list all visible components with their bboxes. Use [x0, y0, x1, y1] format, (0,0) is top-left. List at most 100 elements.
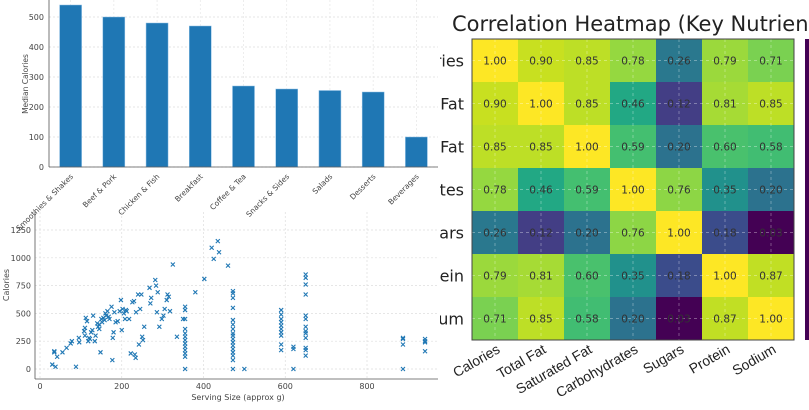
x-tick-label: Snacks & Sides — [244, 172, 291, 219]
y-axis-label: Median Calories — [21, 54, 30, 114]
scatter-point — [230, 357, 236, 363]
scatter-point — [278, 347, 284, 353]
heatmap-value: 0.79 — [483, 271, 506, 283]
x-axis-label: Serving Size (approx g) — [191, 393, 284, 402]
scatter-point — [154, 309, 160, 315]
scatter-chart: 0 250 500 750 1000 1250 0 200 400 600 800 Serving S… — [2, 212, 438, 402]
y-tick-label: Total Fat — [440, 95, 464, 114]
heatmap-cell — [518, 168, 565, 212]
scatter-point — [133, 309, 139, 315]
heatmap-value: 0.35 — [621, 271, 644, 283]
x-tick-label: 0 — [37, 382, 42, 391]
scatter-point — [82, 333, 88, 339]
x-tick-label: Salads — [311, 172, 335, 196]
scatter-point — [126, 316, 132, 322]
scatter-point — [170, 262, 176, 267]
scatter-point — [303, 282, 309, 287]
heatmap-cell — [610, 168, 657, 212]
x-tick-label: Protein — [686, 341, 732, 377]
scatter-point — [303, 316, 309, 322]
heatmap-cell — [656, 211, 703, 255]
x-tick-label: Calories — [450, 341, 502, 381]
y-tick-label: 1000 — [11, 254, 31, 263]
heatmap-value: 0.60 — [575, 271, 598, 283]
scatter-point — [192, 289, 198, 295]
y-tick-label: Carbohydrates — [440, 181, 464, 200]
y-axis-label: Calories — [2, 269, 11, 301]
scatter-point — [303, 292, 309, 297]
heatmap-cell — [702, 211, 749, 255]
heatmap-value: 0.20 — [575, 228, 598, 240]
scatter-point — [216, 249, 222, 255]
scatter-point — [84, 318, 90, 324]
heatmap-value: 0.20 — [759, 185, 782, 197]
y-tick-label: Calories — [440, 52, 464, 71]
scatter-point — [422, 339, 428, 345]
heatmap-value: 0.71 — [483, 314, 506, 326]
scatter-point — [230, 290, 236, 296]
heatmap-chart: Correlation Heatmap (Key Nutrients) 1.00… — [346, 12, 809, 401]
scatter-point — [64, 345, 69, 351]
heatmap-cell — [564, 39, 611, 83]
scatter-point — [109, 304, 114, 310]
heatmap-cell — [610, 297, 657, 341]
colorbar — [805, 39, 809, 340]
heatmap-value: 0.79 — [713, 56, 736, 68]
scatter-point — [278, 312, 284, 317]
scatter-point — [131, 298, 137, 304]
heatmap-cell — [518, 125, 565, 169]
scatter-point — [140, 337, 146, 343]
scatter-point — [291, 346, 296, 352]
scatter-point — [182, 366, 188, 372]
heatmap-cell — [748, 39, 795, 83]
y-tick-label: Sugars — [440, 224, 464, 243]
heatmap-value: 0.85 — [759, 99, 782, 111]
heatmap-value: 0.85 — [483, 142, 506, 154]
scatter-point — [211, 256, 217, 262]
scatter-point — [76, 335, 82, 341]
heatmap-value: 1.00 — [621, 185, 644, 197]
x-tick-label: Sodium — [729, 341, 778, 379]
heatmap-value: 1.00 — [759, 314, 782, 326]
x-tick-label: Coffee & Tea — [208, 172, 248, 212]
scatter-point — [137, 306, 143, 312]
heatmap-cell — [472, 82, 519, 126]
bar — [361, 91, 385, 168]
heatmap-cell — [702, 297, 749, 341]
scatter-point — [400, 342, 406, 347]
heatmap-value: 0.20 — [667, 142, 690, 154]
x-tick-label: Beverages — [386, 172, 421, 207]
y-tick-label: Saturated Fat — [440, 138, 464, 157]
scatter-point — [201, 276, 207, 282]
scatter-point — [141, 324, 147, 330]
heatmap-value: 0.18 — [713, 228, 736, 240]
scatter-point — [230, 322, 236, 327]
y-tick-label: 300 — [29, 73, 44, 82]
bar — [59, 4, 82, 168]
scatter-point — [166, 294, 172, 300]
x-tick-label: 200 — [114, 382, 129, 391]
heatmap-value: 0.85 — [575, 56, 598, 68]
y-tick-label: 0 — [26, 365, 31, 374]
heatmap-value: 0.20 — [621, 314, 644, 326]
x-tick-label: Chicken & Fish — [116, 172, 161, 217]
x-tick-label: 400 — [196, 382, 211, 391]
heatmap-cell — [656, 39, 703, 83]
bar — [189, 25, 212, 168]
heatmap-value: 0.71 — [759, 56, 782, 68]
scatter-point — [182, 307, 188, 313]
heatmap-value: 1.00 — [667, 228, 690, 240]
bar — [232, 85, 255, 168]
heatmap-cell — [702, 82, 749, 126]
heatmap-cell — [518, 211, 565, 255]
scatter-point — [119, 327, 125, 333]
x-tick-label: 800 — [359, 382, 374, 391]
scatter-point — [128, 351, 134, 356]
heatmap-panel: Correlation Heatmap (Key Nutrients) 1.00… — [346, 0, 809, 406]
scatter-point — [225, 263, 231, 268]
scatter-point — [147, 301, 153, 306]
bar — [102, 16, 126, 168]
heatmap-cell — [518, 82, 565, 126]
heatmap-cell — [472, 125, 519, 169]
scatter-point — [148, 295, 154, 301]
